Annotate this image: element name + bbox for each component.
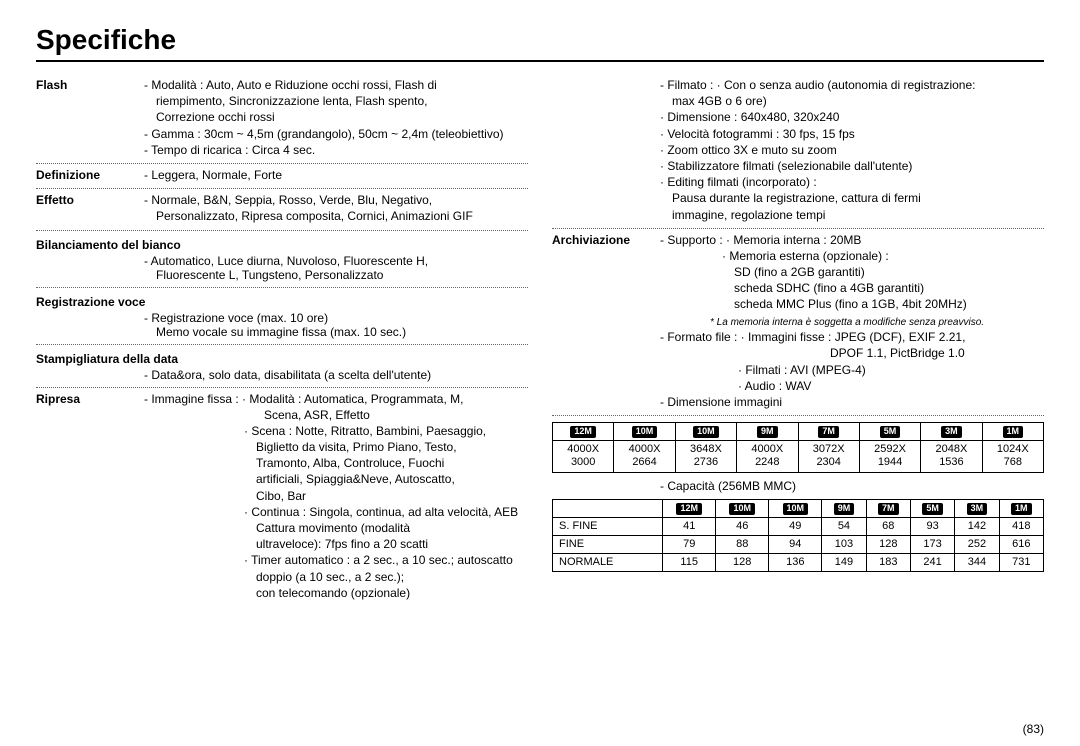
label-archiviazione: Archiviazione: [552, 232, 660, 410]
val-registrazione: - Registrazione voce (max. 10 ore) Memo …: [36, 311, 528, 339]
row-flash: Flash - Modalità : Auto, Auto e Riduzion…: [36, 74, 528, 164]
label-effetto: Effetto: [36, 192, 144, 224]
row-stampigliatura: Stampigliatura della data - Data&ora, so…: [36, 345, 528, 388]
label-registrazione: Registrazione voce: [36, 291, 528, 311]
label-bilanciamento: Bilanciamento del bianco: [36, 234, 528, 254]
val-effetto: - Normale, B&N, Seppia, Rosso, Verde, Bl…: [144, 192, 528, 224]
dims-header: 12M 10M 10M 9M 7M 5M 3M 1M: [553, 423, 1044, 441]
val-definizione: - Leggera, Normale, Forte: [144, 167, 528, 183]
val-bilanciamento: - Automatico, Luce diurna, Nuvoloso, Flu…: [36, 254, 528, 282]
caps-row: FINE 7988 94103 128173 252616: [553, 536, 1044, 554]
page-title: Specifiche: [36, 24, 1044, 56]
dims-row: 4000X3000 4000X2664 3648X2736 4000X2248 …: [553, 441, 1044, 472]
label-stampigliatura: Stampigliatura della data: [36, 348, 528, 368]
val-archiviazione: - Supporto : · Memoria interna : 20MB · …: [660, 232, 1044, 410]
caps-header: 12M 10M 10M 9M 7M 5M 3M 1M: [553, 499, 1044, 517]
row-effetto: Effetto - Normale, B&N, Seppia, Rosso, V…: [36, 189, 528, 230]
val-filmato: - Filmato : · Con o senza audio (autonom…: [660, 77, 1044, 223]
val-stampigliatura: - Data&ora, solo data, disabilitata (a s…: [36, 368, 528, 382]
content-columns: Flash - Modalità : Auto, Auto e Riduzion…: [36, 74, 1044, 606]
row-ripresa: Ripresa - Immagine fissa : · Modalità : …: [36, 388, 528, 606]
label-filmato-empty: [552, 77, 660, 223]
label-ripresa: Ripresa: [36, 391, 144, 601]
row-archiviazione: Archiviazione - Supporto : · Memoria int…: [552, 229, 1044, 416]
row-bilanciamento: Bilanciamento del bianco - Automatico, L…: [36, 231, 528, 288]
row-filmato: - Filmato : · Con o senza audio (autonom…: [552, 74, 1044, 229]
label-flash: Flash: [36, 77, 144, 158]
dimensions-table: 12M 10M 10M 9M 7M 5M 3M 1M 4000X3000 400…: [552, 422, 1044, 473]
caps-row: NORMALE 115128 136149 183241 344731: [553, 554, 1044, 572]
val-ripresa: - Immagine fissa : · Modalità : Automati…: [144, 391, 528, 601]
cap-intro: - Capacità (256MB MMC): [552, 473, 1044, 493]
left-column: Flash - Modalità : Auto, Auto e Riduzion…: [36, 74, 528, 606]
capacity-table: 12M 10M 10M 9M 7M 5M 3M 1M S. FINE 4146 …: [552, 499, 1044, 573]
label-definizione: Definizione: [36, 167, 144, 183]
row-definizione: Definizione - Leggera, Normale, Forte: [36, 164, 528, 189]
page-number: (83): [1023, 722, 1044, 736]
row-registrazione: Registrazione voce - Registrazione voce …: [36, 288, 528, 345]
right-column: - Filmato : · Con o senza audio (autonom…: [552, 74, 1044, 606]
caps-row: S. FINE 4146 4954 6893 142418: [553, 517, 1044, 535]
title-rule: [36, 60, 1044, 62]
val-flash: - Modalità : Auto, Auto e Riduzione occh…: [144, 77, 528, 158]
